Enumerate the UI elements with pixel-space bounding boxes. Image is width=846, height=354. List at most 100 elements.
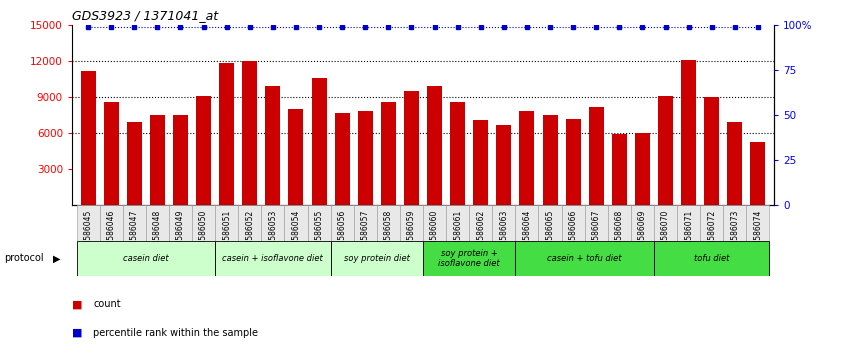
Text: GSM586059: GSM586059 (407, 210, 416, 256)
Bar (307, 205, 331, 241)
Text: GSM586066: GSM586066 (569, 210, 578, 256)
Text: GSM586054: GSM586054 (292, 210, 300, 256)
Text: GSM586047: GSM586047 (129, 210, 139, 256)
Bar (127, 122, 142, 205)
Bar (423, 205, 446, 241)
Bar (473, 120, 488, 205)
Bar (704, 97, 719, 205)
Bar (146, 205, 169, 241)
Text: tofu diet: tofu diet (694, 254, 729, 263)
Bar (700, 205, 723, 241)
Bar (335, 113, 349, 205)
Text: GSM586060: GSM586060 (430, 210, 439, 256)
Text: soy protein diet: soy protein diet (343, 254, 409, 263)
Text: GSM586062: GSM586062 (476, 210, 486, 256)
Bar (76, 241, 215, 276)
Text: count: count (93, 299, 121, 309)
Bar (728, 122, 742, 205)
Text: GSM586055: GSM586055 (315, 210, 323, 256)
Bar (654, 241, 770, 276)
Bar (607, 205, 631, 241)
Bar (266, 86, 280, 205)
Text: GSM586070: GSM586070 (661, 210, 670, 256)
Bar (450, 102, 465, 205)
Bar (423, 241, 515, 276)
Bar (635, 133, 650, 205)
Bar (239, 205, 261, 241)
Bar (519, 112, 535, 205)
Text: GSM586057: GSM586057 (360, 210, 370, 256)
Bar (331, 205, 354, 241)
Bar (173, 115, 188, 205)
Bar (612, 134, 627, 205)
Bar (196, 96, 211, 205)
Bar (311, 78, 327, 205)
Bar (515, 241, 654, 276)
Text: GSM586064: GSM586064 (523, 210, 531, 256)
Bar (542, 115, 558, 205)
Bar (470, 205, 492, 241)
Bar (404, 91, 419, 205)
Text: GSM586053: GSM586053 (268, 210, 277, 256)
Bar (681, 60, 696, 205)
Text: ■: ■ (72, 299, 82, 309)
Text: GSM586052: GSM586052 (245, 210, 255, 256)
Bar (288, 109, 304, 205)
Bar (492, 205, 515, 241)
Bar (515, 205, 539, 241)
Bar (539, 205, 562, 241)
Text: soy protein +
isoflavone diet: soy protein + isoflavone diet (438, 249, 500, 268)
Bar (331, 241, 423, 276)
Text: percentile rank within the sample: percentile rank within the sample (93, 328, 258, 338)
Bar (150, 115, 165, 205)
Bar (658, 96, 673, 205)
Bar (354, 205, 376, 241)
Bar (123, 205, 146, 241)
Bar (381, 102, 396, 205)
Bar (677, 205, 700, 241)
Text: GSM586048: GSM586048 (153, 210, 162, 256)
Bar (104, 102, 118, 205)
Bar (215, 241, 331, 276)
Text: GSM586069: GSM586069 (638, 210, 647, 256)
Text: GSM586063: GSM586063 (499, 210, 508, 256)
Bar (631, 205, 654, 241)
Text: GSM586050: GSM586050 (199, 210, 208, 256)
Bar (589, 107, 604, 205)
Text: GSM586073: GSM586073 (730, 210, 739, 256)
Bar (654, 205, 677, 241)
Text: casein + tofu diet: casein + tofu diet (547, 254, 622, 263)
Text: casein diet: casein diet (123, 254, 168, 263)
Bar (80, 70, 96, 205)
Bar (215, 205, 239, 241)
Text: casein + isoflavone diet: casein + isoflavone diet (222, 254, 323, 263)
Bar (723, 205, 746, 241)
Text: GSM586065: GSM586065 (546, 210, 554, 256)
Bar (585, 205, 607, 241)
Bar (261, 205, 284, 241)
Text: ■: ■ (72, 328, 82, 338)
Text: GSM586068: GSM586068 (615, 210, 624, 256)
Bar (284, 205, 307, 241)
Text: GSM586058: GSM586058 (384, 210, 393, 256)
Bar (219, 63, 234, 205)
Bar (100, 205, 123, 241)
Text: GSM586072: GSM586072 (707, 210, 717, 256)
Bar (169, 205, 192, 241)
Bar (376, 205, 400, 241)
Bar (446, 205, 470, 241)
Text: GSM586051: GSM586051 (222, 210, 231, 256)
Bar (358, 112, 373, 205)
Text: GSM586061: GSM586061 (453, 210, 462, 256)
Bar (192, 205, 215, 241)
Bar (566, 119, 580, 205)
Text: protocol: protocol (4, 253, 44, 263)
Text: GSM586045: GSM586045 (84, 210, 92, 256)
Bar (400, 205, 423, 241)
Bar (242, 61, 257, 205)
Text: ▶: ▶ (53, 253, 61, 263)
Text: GSM586046: GSM586046 (107, 210, 116, 256)
Bar (562, 205, 585, 241)
Text: GDS3923 / 1371041_at: GDS3923 / 1371041_at (72, 9, 218, 22)
Bar (750, 142, 766, 205)
